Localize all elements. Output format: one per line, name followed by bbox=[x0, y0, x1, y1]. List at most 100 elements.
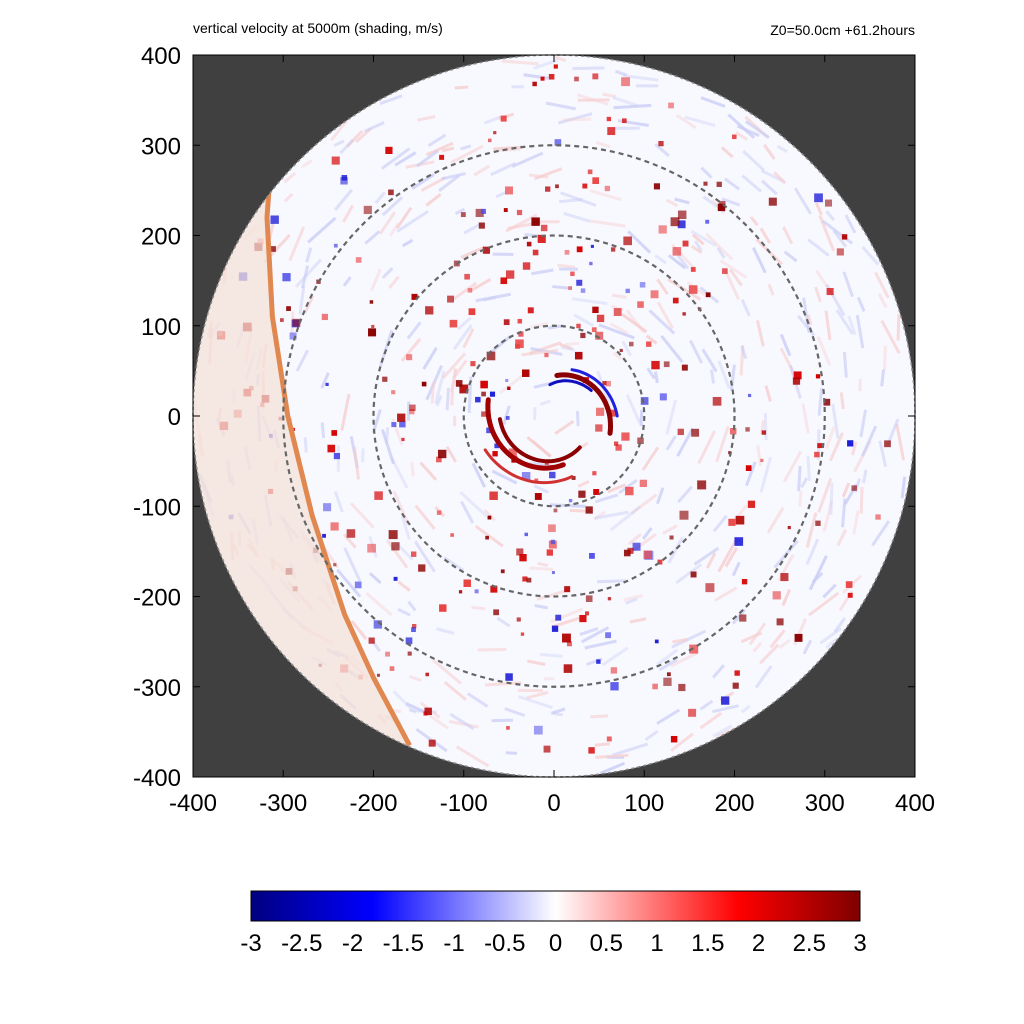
field-streak bbox=[554, 420, 575, 435]
field-streak bbox=[438, 174, 461, 193]
cell bbox=[333, 452, 341, 460]
cell bbox=[721, 268, 728, 274]
cell bbox=[346, 529, 356, 538]
cell bbox=[540, 76, 545, 81]
field-streak bbox=[736, 124, 760, 137]
field-streak bbox=[445, 446, 457, 463]
field-streak bbox=[599, 761, 626, 775]
field-streak bbox=[880, 320, 901, 354]
cell bbox=[464, 273, 470, 280]
cell bbox=[517, 318, 523, 324]
field-streak bbox=[828, 432, 844, 462]
cell bbox=[397, 413, 406, 422]
cell bbox=[571, 475, 576, 480]
field-streak bbox=[836, 529, 848, 547]
field-streak bbox=[379, 329, 394, 367]
cell bbox=[467, 288, 473, 293]
field-streak bbox=[459, 491, 488, 518]
cell bbox=[423, 711, 428, 716]
field-streak bbox=[298, 285, 306, 315]
field-streak bbox=[710, 369, 715, 384]
field-streak bbox=[436, 627, 455, 635]
cell bbox=[625, 288, 630, 294]
field-streak bbox=[505, 751, 518, 755]
field-streak bbox=[577, 480, 590, 488]
cell bbox=[505, 186, 513, 195]
cell bbox=[623, 549, 631, 557]
field-streak bbox=[303, 295, 315, 314]
field-streak bbox=[305, 247, 313, 263]
cell bbox=[570, 271, 575, 277]
field-streak bbox=[371, 409, 382, 434]
field-streak bbox=[537, 561, 549, 567]
cell bbox=[734, 537, 744, 546]
field-streak bbox=[405, 702, 429, 715]
field-streak bbox=[612, 96, 639, 108]
cell bbox=[436, 510, 442, 515]
y-tick-label: 300 bbox=[141, 133, 181, 160]
cell bbox=[376, 673, 380, 677]
field-streak bbox=[526, 690, 549, 700]
cell bbox=[632, 542, 641, 551]
field-streak bbox=[654, 142, 670, 158]
field-streak bbox=[618, 478, 638, 495]
cell bbox=[712, 396, 722, 406]
field-streak bbox=[621, 340, 632, 357]
cell bbox=[447, 295, 454, 303]
eyewall-arc bbox=[570, 368, 619, 418]
cell bbox=[574, 351, 583, 360]
cell bbox=[407, 651, 412, 656]
field-streak bbox=[303, 437, 308, 453]
field-streak bbox=[841, 482, 851, 498]
cell bbox=[780, 573, 789, 582]
field-streak bbox=[577, 98, 610, 102]
cell bbox=[735, 515, 745, 525]
field-streak bbox=[740, 299, 751, 317]
cell bbox=[532, 249, 539, 256]
field-streak bbox=[793, 187, 812, 215]
cell bbox=[369, 300, 374, 304]
field-streak bbox=[672, 637, 689, 644]
cell bbox=[515, 343, 521, 349]
field-streak bbox=[363, 121, 385, 133]
cell bbox=[455, 380, 463, 387]
cell bbox=[663, 677, 672, 686]
field-streak bbox=[598, 323, 635, 340]
cell bbox=[521, 472, 531, 481]
field-streak bbox=[430, 381, 436, 404]
cell bbox=[679, 510, 689, 520]
cell bbox=[585, 506, 593, 514]
reference-circle bbox=[282, 144, 826, 688]
field-streak bbox=[594, 493, 619, 504]
cell bbox=[333, 563, 337, 567]
field-streak bbox=[471, 605, 486, 611]
field-streak bbox=[469, 278, 492, 293]
cell bbox=[657, 559, 663, 565]
field-streak bbox=[806, 455, 811, 482]
cell bbox=[566, 641, 572, 647]
field-streak bbox=[593, 510, 606, 521]
cell bbox=[526, 241, 532, 247]
field-streak bbox=[590, 219, 626, 228]
cell bbox=[663, 361, 670, 368]
field-streak bbox=[677, 485, 693, 504]
field-streak bbox=[705, 232, 734, 261]
field-streak bbox=[453, 415, 457, 427]
field-streak bbox=[835, 309, 854, 335]
cell bbox=[478, 222, 485, 229]
field-streak bbox=[414, 540, 436, 573]
cell bbox=[486, 351, 496, 361]
cell bbox=[836, 248, 844, 256]
cell bbox=[732, 682, 739, 689]
cell bbox=[721, 696, 730, 705]
field-streak bbox=[320, 372, 330, 389]
cell bbox=[385, 651, 390, 657]
cell bbox=[564, 586, 571, 593]
field-streak bbox=[700, 96, 726, 108]
field-streak bbox=[533, 407, 537, 420]
cell bbox=[576, 323, 581, 329]
field-streak bbox=[874, 271, 890, 299]
cell bbox=[650, 290, 659, 299]
cell bbox=[652, 683, 658, 690]
field-streak bbox=[491, 718, 513, 723]
